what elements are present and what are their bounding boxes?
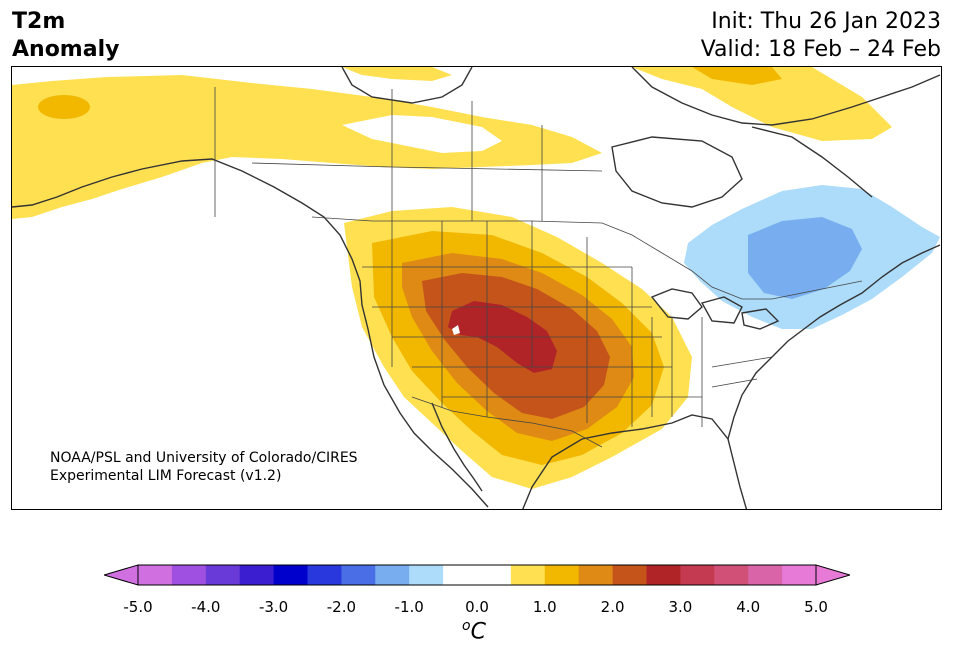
- unit-degree-sup: o: [462, 618, 471, 634]
- colorbar-bin: [307, 565, 342, 585]
- map-panel: NOAA/PSL and University of Colorado/CIRE…: [11, 66, 942, 510]
- map-title: T2m Anomaly: [12, 8, 119, 64]
- shade-warm-arctic: [342, 67, 452, 81]
- colorbar-under-arrow: [104, 564, 139, 586]
- colorbar-tick-label: -5.0: [123, 598, 153, 616]
- unit-base: C: [470, 619, 486, 645]
- colorbar-tick-label: -1.0: [394, 598, 424, 616]
- shade-warm-arctic-inner: [692, 67, 782, 85]
- colorbar-bin: [409, 565, 444, 585]
- colorbar-bin: [171, 565, 207, 585]
- shade-warm-alaska-core: [38, 95, 90, 119]
- colorbar-over-arrow: [815, 564, 850, 586]
- colorbar: [104, 564, 850, 586]
- colorbar-tick-label: -4.0: [191, 598, 221, 616]
- political-borders: [214, 87, 863, 448]
- coastlines: [12, 67, 941, 509]
- colorbar-tick-labels: -5.0 -4.0 -3.0 -2.0 -1.0 0.0 1.0 2.0 3.0 4.0 5.0: [0, 598, 953, 618]
- shade-neutral-north: [342, 115, 502, 153]
- anomaly-map: [12, 67, 941, 509]
- colorbar-bin: [578, 565, 614, 585]
- valid-range: Valid: 18 Feb – 24 Feb: [700, 37, 941, 62]
- colorbar-tick-label: -2.0: [326, 598, 357, 616]
- colorbar-bin: [443, 565, 478, 585]
- colorbar-tick-label: 2.0: [600, 598, 625, 616]
- shade-warm-arctic-east: [632, 67, 892, 141]
- colorbar-bin: [612, 565, 647, 585]
- colorbar-bin: [714, 565, 749, 585]
- colorbar-tick-label: 0.0: [465, 598, 489, 616]
- init-date: Init: Thu 26 Jan 2023: [711, 9, 941, 34]
- colorbar-tick-label: 4.0: [736, 598, 761, 616]
- colorbar-unit-label: oC: [462, 618, 486, 644]
- colorbar-bin: [748, 565, 783, 585]
- colorbar-tick-label: -3.0: [258, 598, 289, 616]
- colorbar-bin: [138, 565, 173, 585]
- colorbar-bin: [646, 565, 681, 585]
- credit-line-1: NOAA/PSL and University of Colorado/CIRE…: [50, 450, 358, 466]
- colorbar-bin: [477, 565, 512, 585]
- colorbar-bin: [544, 565, 580, 585]
- credit-text: NOAA/PSL and University of Colorado/CIRE…: [50, 449, 358, 485]
- colorbar-tick-label: 5.0: [804, 598, 828, 616]
- title-line-2: Anomaly: [12, 37, 120, 62]
- shade-cold-east-2: [748, 217, 862, 299]
- colorbar-bin: [510, 565, 546, 585]
- colorbar-bin: [273, 565, 308, 585]
- colorbar-bin: [205, 565, 241, 585]
- colorbar-bin: [341, 565, 376, 585]
- colorbar-tick-label: 3.0: [668, 598, 693, 616]
- shade-warm-us-core-hole: [452, 325, 460, 335]
- colorbar-bin: [782, 565, 817, 585]
- colorbar-bin: [680, 565, 715, 585]
- colorbar-bin: [239, 565, 275, 585]
- colorbar-frame: [137, 564, 817, 586]
- colorbar-bins: [138, 565, 817, 585]
- title-line-1: T2m: [12, 9, 66, 34]
- colorbar-bin: [375, 565, 410, 585]
- credit-line-2: Experimental LIM Forecast (v1.2): [50, 468, 282, 484]
- shade-warm-north-west: [12, 75, 602, 219]
- anomaly-shading: [12, 67, 940, 489]
- forecast-dates: Init: Thu 26 Jan 2023 Valid: 18 Feb – 24…: [701, 8, 941, 64]
- colorbar-tick-label: 1.0: [532, 598, 557, 616]
